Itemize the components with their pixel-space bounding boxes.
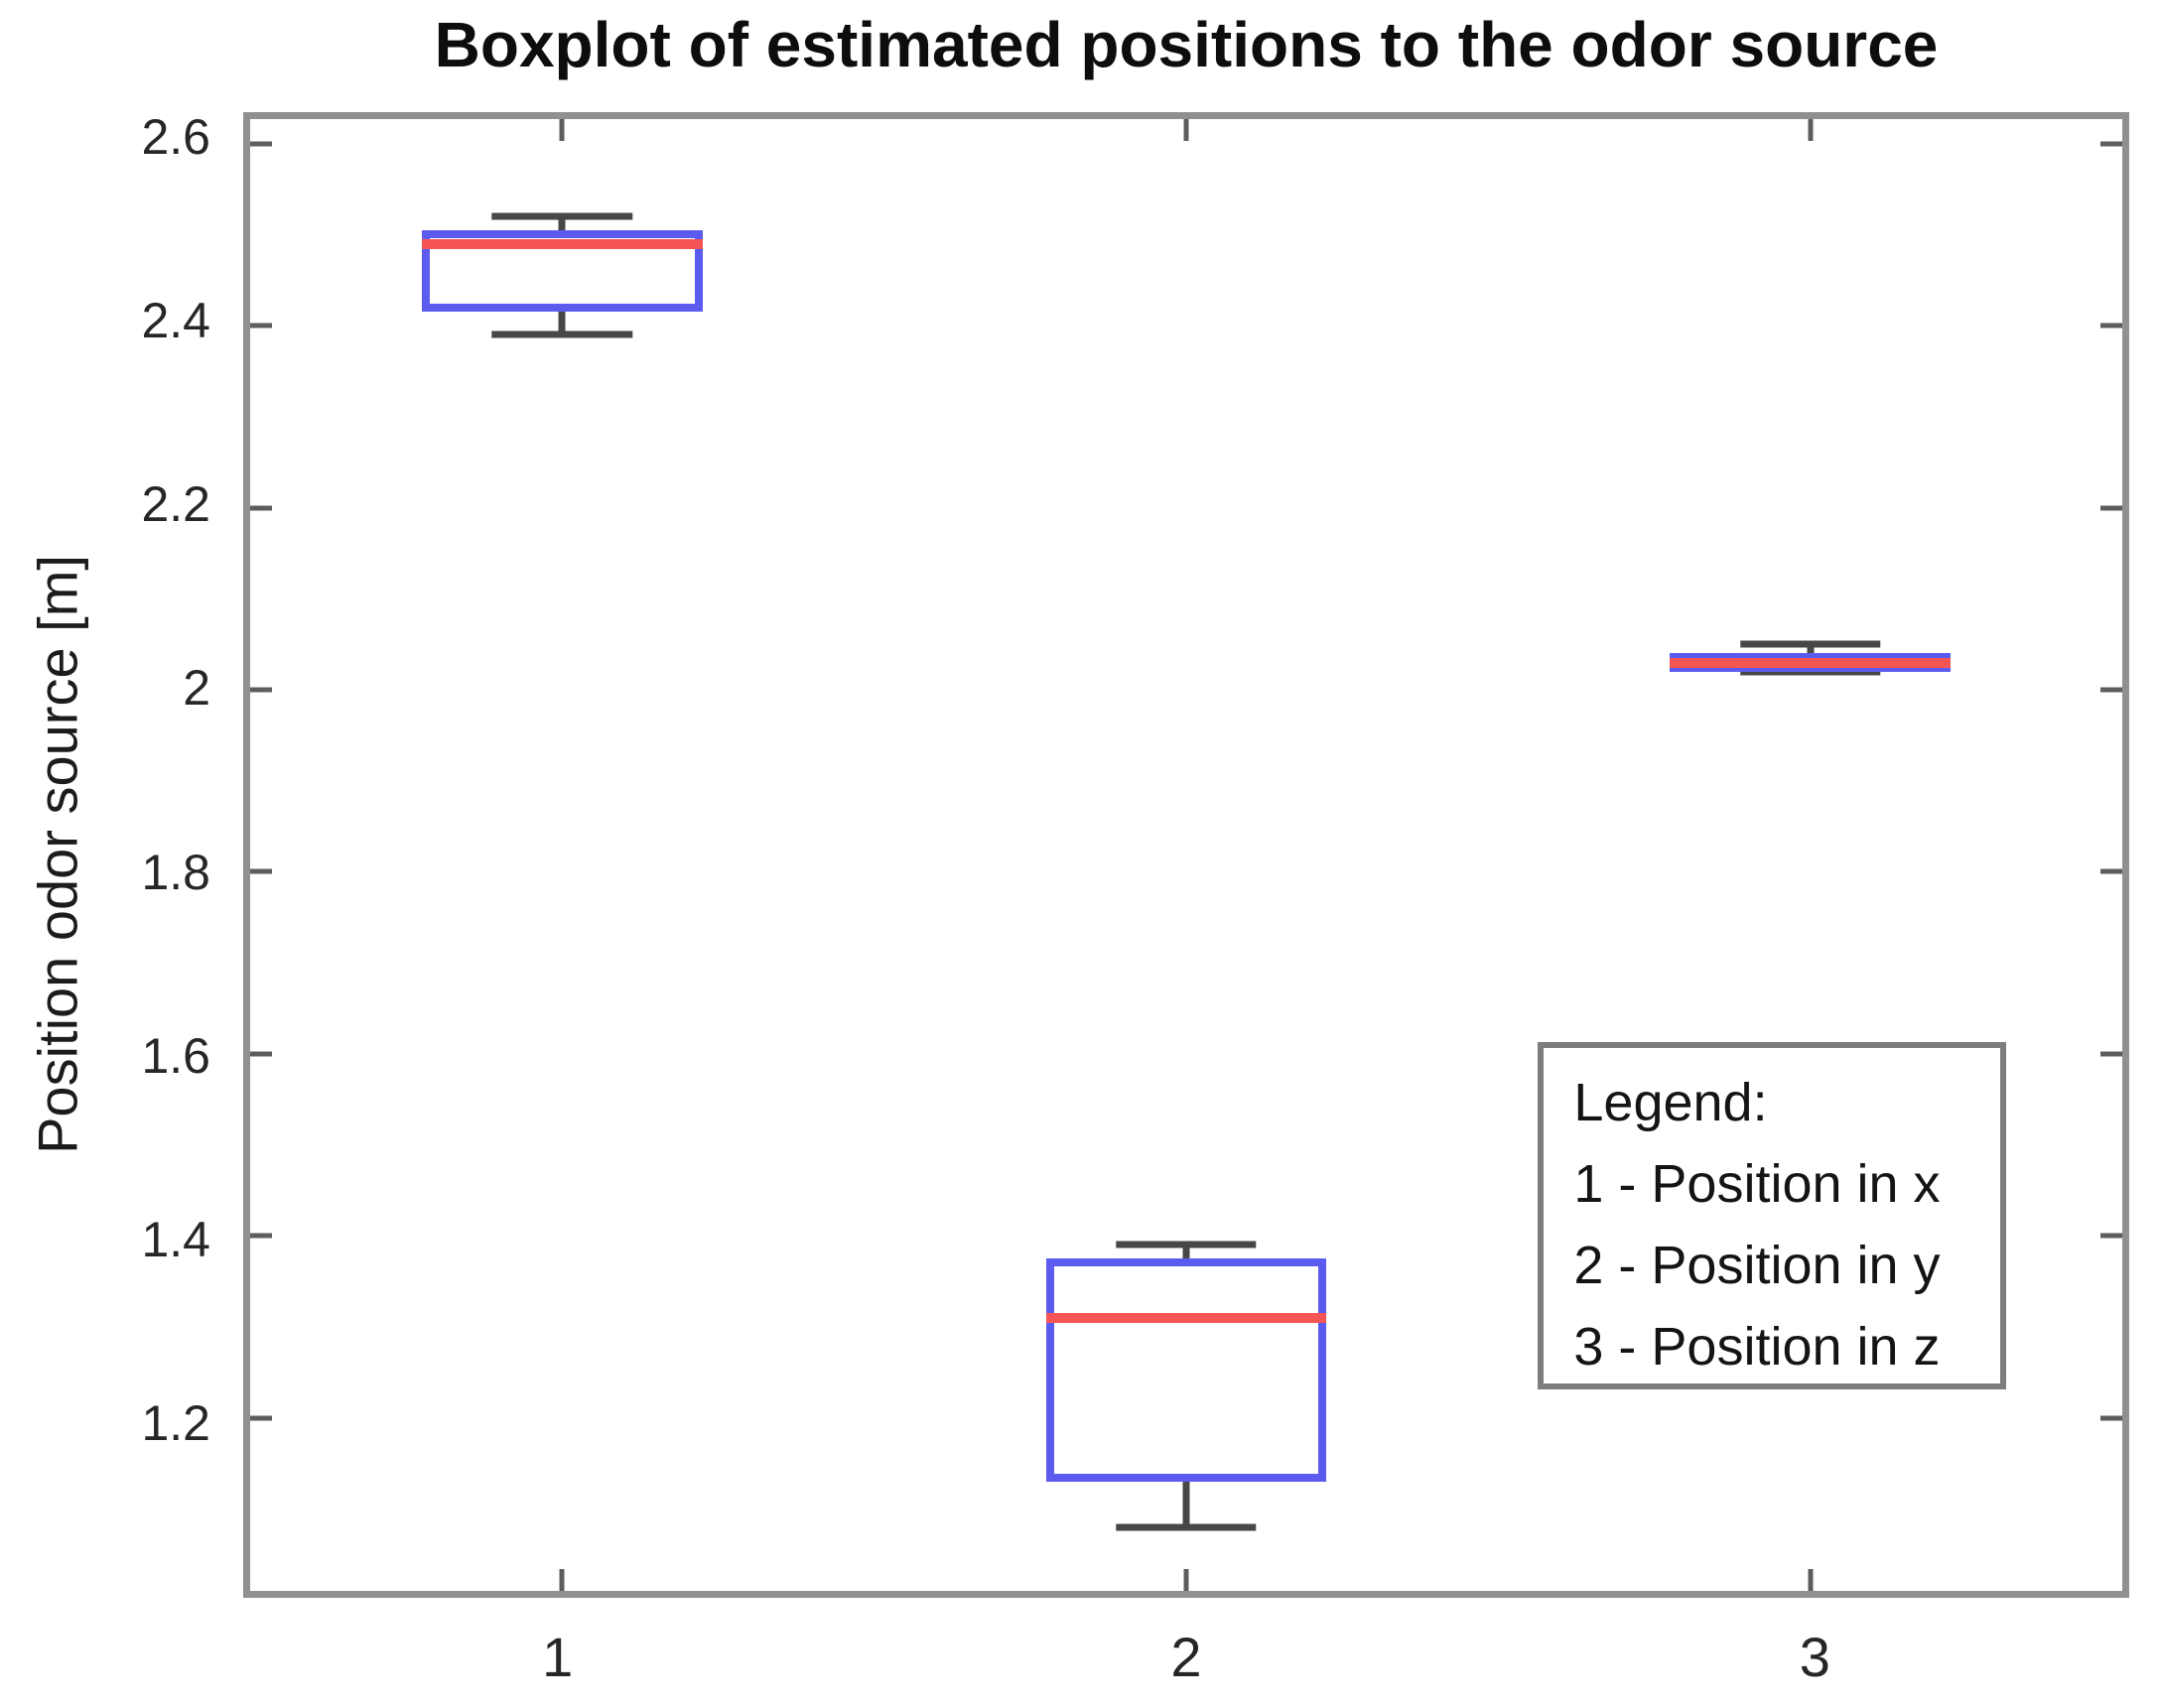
x-axis-tick bbox=[1808, 1569, 1814, 1591]
upper-whisker-cap bbox=[1739, 640, 1881, 648]
upper-whisker-stem bbox=[1807, 644, 1815, 654]
x-axis-tick bbox=[1183, 119, 1189, 141]
y-axis-tick bbox=[2100, 505, 2122, 511]
x-tick-label: 1 bbox=[542, 1626, 574, 1688]
y-tick-label: 2.4 bbox=[141, 293, 210, 349]
x-axis-tick bbox=[1808, 119, 1814, 141]
upper-whisker-cap bbox=[1116, 1241, 1257, 1248]
y-axis-tick bbox=[2100, 1233, 2122, 1239]
y-axis-tick bbox=[250, 687, 272, 693]
y-axis-tick bbox=[2100, 323, 2122, 328]
lower-whisker-cap bbox=[1116, 1523, 1257, 1531]
y-tick-label: 1.8 bbox=[141, 844, 210, 900]
median-line bbox=[421, 238, 703, 249]
y-axis-tick bbox=[250, 323, 272, 328]
y-axis-tick bbox=[250, 1051, 272, 1057]
upper-whisker-stem bbox=[558, 216, 566, 230]
y-axis-tick bbox=[2100, 868, 2122, 874]
y-axis-tick bbox=[2100, 1051, 2122, 1057]
legend-entries: 1 - Position in x 2 - Position in y 3 - Po… bbox=[1573, 1143, 1990, 1383]
legend-title: Legend: bbox=[1573, 1073, 1768, 1133]
legend-entry: 2 - Position in y bbox=[1573, 1236, 1941, 1296]
median-line bbox=[1670, 657, 1952, 668]
x-tick-label: 2 bbox=[1170, 1626, 1202, 1688]
legend-box: Legend: 1 - Position in x 2 - Position in… bbox=[1538, 1042, 2006, 1389]
y-tick-label: 2 bbox=[183, 660, 210, 717]
x-axis-tick bbox=[559, 1569, 565, 1591]
y-axis-tick bbox=[250, 141, 272, 147]
y-axis-tick bbox=[2100, 687, 2122, 693]
legend-entry: 1 - Position in x bbox=[1573, 1154, 1941, 1215]
lower-whisker-stem bbox=[1182, 1481, 1190, 1527]
chart-title: Boxplot of estimated positions to the od… bbox=[434, 9, 1939, 80]
y-axis-tick bbox=[2100, 1415, 2122, 1421]
lower-whisker-cap bbox=[491, 330, 633, 338]
y-tick-label: 1.6 bbox=[141, 1027, 210, 1084]
y-tick-label: 2.2 bbox=[141, 476, 210, 533]
x-tick-label: 3 bbox=[1799, 1626, 1830, 1688]
iqr-box bbox=[1045, 1258, 1327, 1482]
upper-whisker-stem bbox=[1182, 1245, 1190, 1259]
x-axis-tick bbox=[559, 119, 565, 141]
y-axis-tick bbox=[250, 1233, 272, 1239]
legend-entry: 3 - Position in z bbox=[1573, 1317, 1941, 1378]
upper-whisker-cap bbox=[491, 212, 633, 220]
y-tick-label: 1.4 bbox=[141, 1211, 210, 1267]
y-axis-tick bbox=[250, 1415, 272, 1421]
y-tick-label: 2.6 bbox=[141, 108, 210, 165]
y-axis-tick bbox=[250, 868, 272, 874]
y-axis-tick bbox=[250, 505, 272, 511]
lower-whisker-stem bbox=[558, 312, 566, 335]
plot-area: Legend: 1 - Position in x 2 - Position in… bbox=[243, 112, 2129, 1598]
y-tick-label: 1.2 bbox=[141, 1395, 210, 1452]
x-axis-tick bbox=[1183, 1569, 1189, 1591]
median-line bbox=[1045, 1312, 1327, 1323]
iqr-box bbox=[421, 229, 703, 313]
lower-whisker-cap bbox=[1739, 668, 1881, 676]
y-axis-tick bbox=[2100, 141, 2122, 147]
